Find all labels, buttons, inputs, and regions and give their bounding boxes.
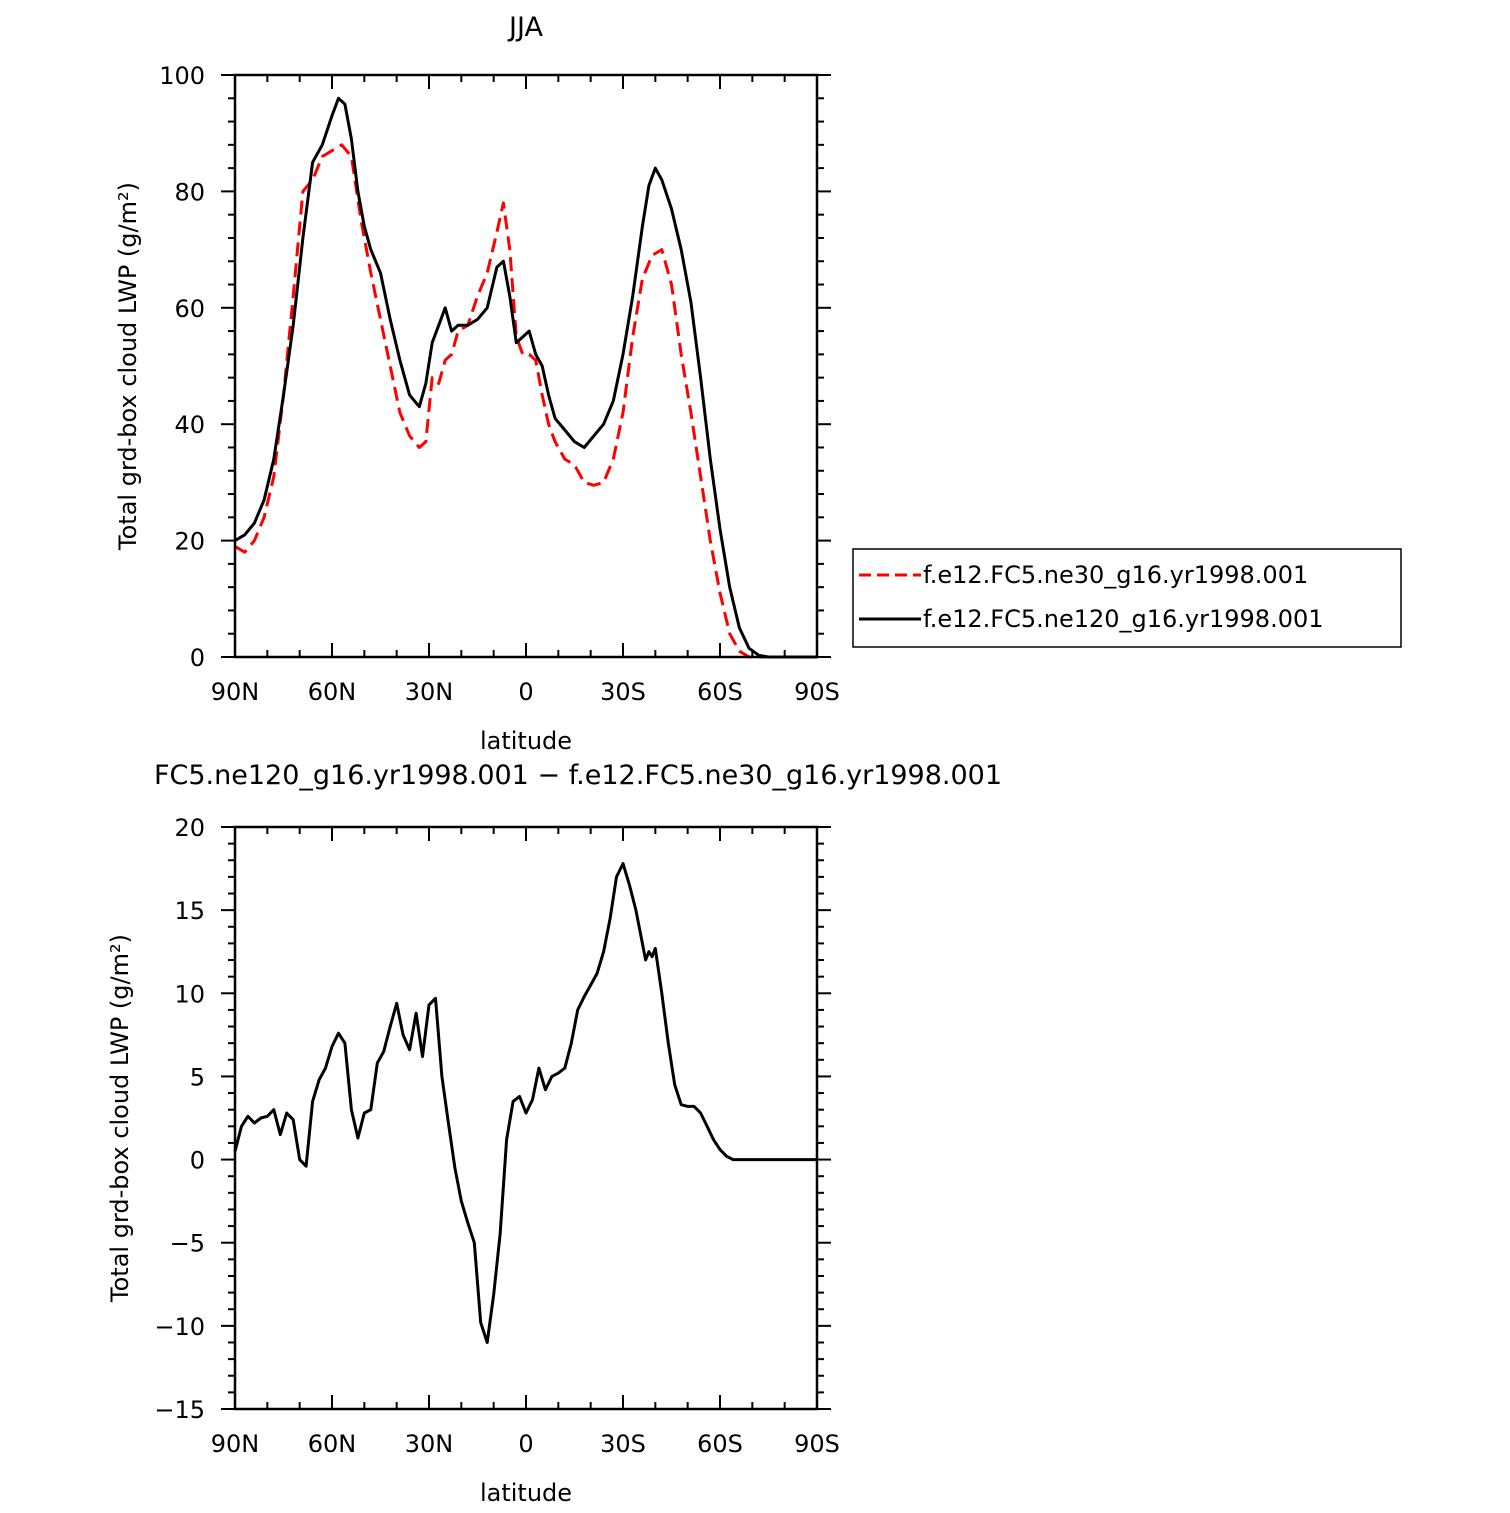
- bottom-y-tick-label: −10: [154, 1313, 205, 1341]
- top-y-tick-label: 80: [174, 178, 205, 206]
- top-x-tick-label: 90N: [211, 678, 260, 706]
- top-y-tick-label: 0: [190, 644, 205, 672]
- top-series-line-0: [234, 143, 817, 659]
- bottom-y-tick-label: −15: [154, 1396, 205, 1424]
- bottom-x-tick-label: 30N: [405, 1430, 454, 1458]
- bottom-x-tick-label: 0: [518, 1430, 533, 1458]
- top-y-tick-label: 60: [174, 295, 205, 323]
- top-x-tick-label: 60N: [308, 678, 357, 706]
- top-x-tick-label: 30S: [600, 678, 646, 706]
- bottom-y-tick-label: −5: [170, 1230, 205, 1258]
- bottom-x-tick-label: 60N: [308, 1430, 357, 1458]
- top-x-tick-label: 90S: [794, 678, 840, 706]
- bottom-panel: FC5.ne120_g16.yr1998.001 − f.e12.FC5.ne3…: [106, 760, 1002, 1507]
- top-panel: JJA 90N 60N 30N 0 30S 60S 90S 0 20 40 60 80 100 lati…: [114, 12, 1402, 755]
- bottom-y-tick-label: 0: [190, 1147, 205, 1175]
- bottom-y-tick-label: 5: [190, 1063, 205, 1091]
- bottom-x-tick-label: 60S: [697, 1430, 743, 1458]
- bottom-y-axis-title: Total grd-box cloud LWP (g/m²): [106, 934, 134, 1303]
- top-y-tick-label: 20: [174, 528, 205, 556]
- top-y-axis-title: Total grd-box cloud LWP (g/m²): [114, 182, 142, 551]
- bottom-x-tick-label: 30S: [600, 1430, 646, 1458]
- top-plot-frame: [233, 73, 819, 659]
- top-x-tick-label: 0: [518, 678, 533, 706]
- bottom-series-line-0: [233, 862, 817, 1344]
- bottom-y-tick-label: 20: [174, 814, 205, 842]
- legend: f.e12.FC5.ne30_g16.yr1998.001 f.e12.FC5.…: [852, 548, 1402, 648]
- bottom-y-tick-label: 10: [174, 980, 205, 1008]
- top-x-tick-label: 30N: [405, 678, 454, 706]
- top-y-tick-label: 100: [159, 62, 205, 90]
- bottom-y-tick-label: 15: [174, 897, 205, 925]
- bottom-x-axis-title: latitude: [480, 1479, 572, 1507]
- top-x-axis-title: latitude: [480, 727, 572, 755]
- top-y-tick-label: 40: [174, 411, 205, 439]
- bottom-plot-frame: [233, 825, 819, 1411]
- bottom-x-tick-label: 90N: [211, 1430, 260, 1458]
- bottom-x-tick-label: 90S: [794, 1430, 840, 1458]
- legend-label-ne120: f.e12.FC5.ne120_g16.yr1998.001: [923, 605, 1324, 633]
- top-series-line-1: [234, 96, 817, 659]
- top-plot-title: JJA: [507, 12, 543, 43]
- legend-label-ne30: f.e12.FC5.ne30_g16.yr1998.001: [923, 561, 1308, 589]
- top-x-tick-label: 60S: [697, 678, 743, 706]
- bottom-plot-title: FC5.ne120_g16.yr1998.001 − f.e12.FC5.ne3…: [154, 760, 1002, 791]
- legend-box: [852, 548, 1402, 648]
